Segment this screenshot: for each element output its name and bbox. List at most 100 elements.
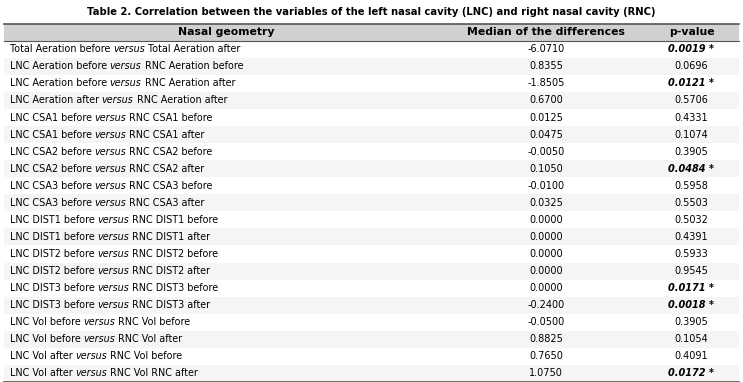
Text: LNC CSA2 before: LNC CSA2 before bbox=[10, 147, 94, 157]
Bar bbox=[4, 262, 449, 280]
Text: LNC Vol before: LNC Vol before bbox=[10, 317, 83, 327]
Text: 0.0325: 0.0325 bbox=[529, 198, 563, 208]
Text: -0.0500: -0.0500 bbox=[528, 317, 565, 327]
Text: LNC CSA3 before: LNC CSA3 before bbox=[10, 198, 94, 208]
Bar bbox=[449, 211, 643, 228]
Text: 0.0484 *: 0.0484 * bbox=[669, 164, 715, 174]
Bar bbox=[449, 75, 643, 92]
Text: RNC DIST1 after: RNC DIST1 after bbox=[129, 232, 210, 242]
Text: 0.9545: 0.9545 bbox=[675, 266, 708, 276]
Text: LNC Vol before: LNC Vol before bbox=[10, 334, 83, 344]
Text: 0.3905: 0.3905 bbox=[675, 317, 708, 327]
Text: 0.0000: 0.0000 bbox=[529, 266, 563, 276]
Text: RNC DIST2 before: RNC DIST2 before bbox=[129, 249, 218, 259]
Bar bbox=[449, 109, 643, 126]
Text: 0.7650: 0.7650 bbox=[529, 351, 563, 361]
Text: versus: versus bbox=[97, 300, 129, 310]
Text: LNC Vol after: LNC Vol after bbox=[10, 351, 75, 361]
Text: LNC CSA2 before: LNC CSA2 before bbox=[10, 164, 94, 174]
Bar bbox=[449, 314, 643, 331]
Bar bbox=[4, 246, 449, 262]
Text: versus: versus bbox=[97, 215, 129, 225]
Bar bbox=[4, 297, 449, 314]
Bar bbox=[449, 280, 643, 297]
Text: LNC Aeration before: LNC Aeration before bbox=[10, 78, 110, 88]
Text: Median of the differences: Median of the differences bbox=[467, 27, 625, 37]
Bar bbox=[643, 58, 739, 75]
Text: LNC Vol after: LNC Vol after bbox=[10, 369, 75, 379]
Bar bbox=[643, 297, 739, 314]
Bar bbox=[643, 280, 739, 297]
Bar bbox=[4, 75, 449, 92]
Text: LNC CSA1 before: LNC CSA1 before bbox=[10, 113, 94, 123]
Text: RNC DIST3 after: RNC DIST3 after bbox=[129, 300, 210, 310]
Bar bbox=[449, 365, 643, 382]
Text: 0.0171 *: 0.0171 * bbox=[669, 283, 715, 293]
Text: versus: versus bbox=[94, 164, 126, 174]
Text: versus: versus bbox=[97, 232, 129, 242]
Text: versus: versus bbox=[94, 198, 126, 208]
Text: 0.6700: 0.6700 bbox=[529, 96, 563, 105]
Bar bbox=[643, 92, 739, 109]
Text: 0.5032: 0.5032 bbox=[675, 215, 708, 225]
Text: LNC CSA1 before: LNC CSA1 before bbox=[10, 129, 94, 139]
Text: 0.5933: 0.5933 bbox=[675, 249, 708, 259]
Bar bbox=[449, 24, 643, 41]
Bar bbox=[4, 314, 449, 331]
Bar bbox=[643, 160, 739, 177]
Bar bbox=[449, 331, 643, 348]
Text: Total Aeration before: Total Aeration before bbox=[10, 44, 113, 54]
Text: versus: versus bbox=[94, 181, 126, 191]
Text: 0.4091: 0.4091 bbox=[675, 351, 708, 361]
Bar bbox=[449, 348, 643, 365]
Bar bbox=[643, 314, 739, 331]
Text: versus: versus bbox=[110, 62, 141, 71]
Text: versus: versus bbox=[113, 44, 145, 54]
Text: 0.8355: 0.8355 bbox=[529, 62, 563, 71]
Bar bbox=[643, 143, 739, 160]
Text: versus: versus bbox=[94, 147, 126, 157]
Bar bbox=[4, 126, 449, 143]
Bar bbox=[643, 246, 739, 262]
Text: RNC CSA3 after: RNC CSA3 after bbox=[126, 198, 205, 208]
Bar bbox=[4, 41, 449, 58]
Text: 0.0696: 0.0696 bbox=[675, 62, 708, 71]
Text: 0.0000: 0.0000 bbox=[529, 283, 563, 293]
Text: versus: versus bbox=[83, 334, 115, 344]
Text: 0.5503: 0.5503 bbox=[675, 198, 708, 208]
Bar bbox=[449, 262, 643, 280]
Text: RNC Vol before: RNC Vol before bbox=[115, 317, 190, 327]
Text: versus: versus bbox=[102, 96, 134, 105]
Bar bbox=[643, 365, 739, 382]
Bar bbox=[4, 365, 449, 382]
Text: versus: versus bbox=[75, 351, 107, 361]
Text: LNC DIST3 before: LNC DIST3 before bbox=[10, 283, 97, 293]
Bar bbox=[4, 211, 449, 228]
Text: LNC DIST2 before: LNC DIST2 before bbox=[10, 249, 97, 259]
Text: 0.3905: 0.3905 bbox=[675, 147, 708, 157]
Text: versus: versus bbox=[97, 249, 129, 259]
Text: -1.8505: -1.8505 bbox=[528, 78, 565, 88]
Text: versus: versus bbox=[94, 129, 126, 139]
Text: 0.0121 *: 0.0121 * bbox=[669, 78, 715, 88]
Text: 0.0000: 0.0000 bbox=[529, 215, 563, 225]
Text: RNC CSA2 before: RNC CSA2 before bbox=[126, 147, 212, 157]
Bar bbox=[449, 126, 643, 143]
Bar bbox=[4, 24, 449, 41]
Bar bbox=[643, 331, 739, 348]
Text: 0.0019 *: 0.0019 * bbox=[669, 44, 715, 54]
Text: RNC Vol before: RNC Vol before bbox=[107, 351, 182, 361]
Text: -0.2400: -0.2400 bbox=[528, 300, 565, 310]
Text: LNC CSA3 before: LNC CSA3 before bbox=[10, 181, 94, 191]
Bar bbox=[4, 58, 449, 75]
Text: RNC Vol after: RNC Vol after bbox=[115, 334, 182, 344]
Bar bbox=[449, 160, 643, 177]
Text: RNC DIST1 before: RNC DIST1 before bbox=[129, 215, 218, 225]
Bar bbox=[643, 177, 739, 194]
Bar bbox=[4, 143, 449, 160]
Bar bbox=[643, 348, 739, 365]
Text: versus: versus bbox=[83, 317, 115, 327]
Text: RNC Vol RNC after: RNC Vol RNC after bbox=[107, 369, 198, 379]
Bar bbox=[4, 331, 449, 348]
Text: 0.0475: 0.0475 bbox=[529, 129, 563, 139]
